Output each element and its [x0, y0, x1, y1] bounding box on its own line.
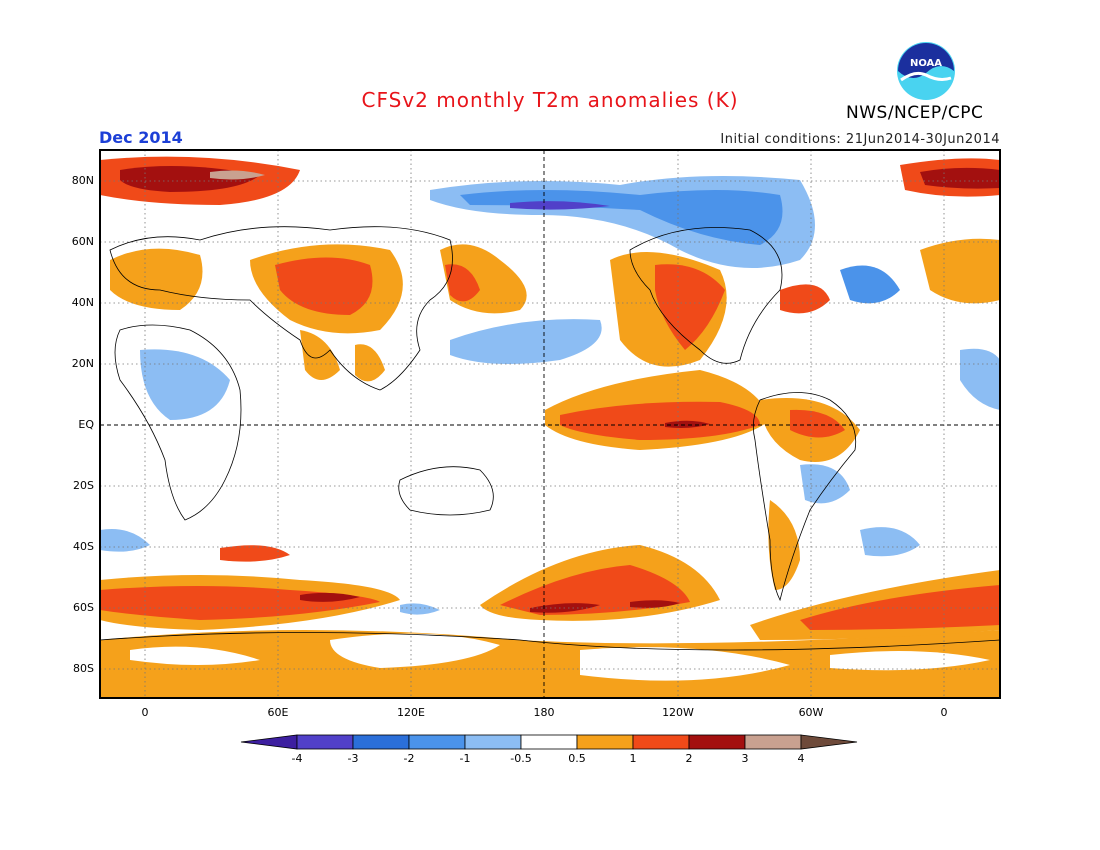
lat-label: 20N [71, 357, 94, 370]
noaa-logo: NOAA [897, 42, 955, 100]
lat-label: EQ [78, 418, 94, 431]
lon-label: 60E [267, 706, 289, 719]
lon-label: 180 [533, 706, 555, 719]
lat-label: 60N [71, 235, 94, 248]
logo-text: NOAA [910, 58, 942, 69]
colorbar-cell [352, 734, 410, 750]
lat-label: 80N [71, 174, 94, 187]
coastlines [99, 226, 1001, 651]
map-grid [100, 150, 1000, 698]
forecast-period: Dec 2014 [99, 128, 183, 147]
initial-conditions: Initial conditions: 21Jun2014-30Jun2014 [720, 132, 1000, 147]
colorbar-cell [240, 734, 298, 750]
colorbar-cell [744, 734, 802, 750]
lat-label: 40S [73, 540, 94, 553]
lat-label: 80S [73, 662, 94, 675]
lon-label: 60W [798, 706, 824, 719]
colorbar-label: -3 [347, 752, 359, 765]
colorbar-cell [520, 734, 578, 750]
map-frame [99, 149, 1001, 699]
colorbar-cell [800, 734, 858, 750]
lat-label: 40N [71, 296, 94, 309]
colorbar-label: -2 [403, 752, 415, 765]
lat-label: 20S [73, 479, 94, 492]
colorbar-cell [688, 734, 746, 750]
lon-label: 120W [662, 706, 694, 719]
colorbar-cell [576, 734, 634, 750]
colorbar-label: -4 [291, 752, 303, 765]
map-title: CFSv2 monthly T2m anomalies (K) [361, 88, 739, 112]
colorbar-cell [296, 734, 354, 750]
agency-label: NWS/NCEP/CPC [846, 103, 984, 123]
colorbar-label: 3 [741, 752, 749, 765]
lon-label: 120E [397, 706, 425, 719]
colorbar-cell [632, 734, 690, 750]
colorbar-label: 0.5 [568, 752, 586, 765]
lon-label: 0 [141, 706, 149, 719]
colorbar-cell [408, 734, 466, 750]
colorbar-label: -1 [459, 752, 471, 765]
colorbar-label: 1 [629, 752, 637, 765]
equator-dateline [100, 150, 1000, 698]
colorbar-label: 2 [685, 752, 693, 765]
antarctic-warm-region [100, 630, 1000, 698]
colorbar-label: -0.5 [510, 752, 532, 765]
lon-label: 0 [940, 706, 948, 719]
lat-label: 60S [73, 601, 94, 614]
colorbar-cell [464, 734, 522, 750]
colorbar-label: 4 [797, 752, 805, 765]
